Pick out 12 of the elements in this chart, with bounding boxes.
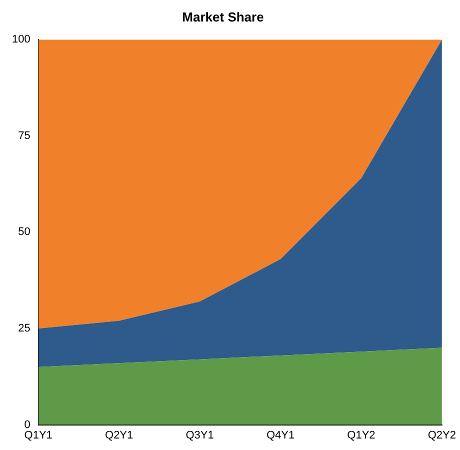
x-tick-label: Q3Y1 [186, 429, 214, 442]
x-tick-label: Q4Y1 [266, 429, 295, 442]
x-tick-label: Q1Y1 [24, 429, 52, 442]
y-tick-label: 25 [18, 322, 30, 335]
x-tick-label: Q2Y1 [105, 429, 134, 442]
y-tick-label: 50 [18, 226, 30, 238]
x-tick-label: Q2Y2 [428, 429, 456, 442]
y-tick-label: 100 [12, 34, 30, 46]
y-tick-label: 75 [18, 130, 30, 142]
chart-title: Market Share [182, 9, 264, 24]
y-tick-label: 0 [24, 418, 30, 431]
x-tick-label: Q1Y2 [347, 429, 376, 442]
